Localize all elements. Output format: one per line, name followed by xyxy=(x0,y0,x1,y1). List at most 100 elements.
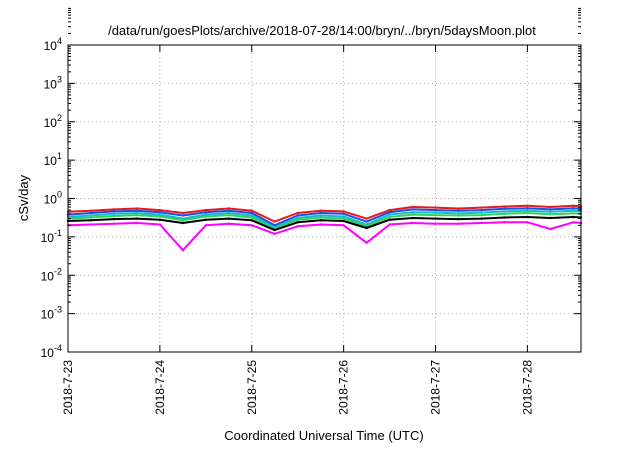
series-2-point xyxy=(135,209,139,212)
series-3-point xyxy=(411,211,414,214)
series-1-point xyxy=(319,209,322,212)
series-2-point xyxy=(365,220,368,223)
series-2-point xyxy=(158,211,162,214)
series-6-point xyxy=(480,221,483,225)
x-tick-label: 2018-7-23 xyxy=(61,360,75,415)
series-5-point xyxy=(181,221,185,225)
series-3-point xyxy=(135,211,139,215)
y-tick-base: 10 xyxy=(44,193,58,207)
series-2-point xyxy=(503,207,506,210)
series-5-point xyxy=(319,219,322,222)
series-6-point xyxy=(158,223,162,226)
series-5-point xyxy=(342,219,345,223)
series-1-point xyxy=(411,205,414,209)
series-6-point xyxy=(181,249,185,252)
series-6-point xyxy=(457,222,460,225)
series-6-point xyxy=(135,221,139,225)
series-1-point xyxy=(549,205,552,209)
series-1-point xyxy=(526,204,529,207)
series-4-point xyxy=(204,215,207,218)
series-line-3 xyxy=(67,209,582,229)
series-6-point xyxy=(89,223,93,226)
y-axis-label: cSv/day xyxy=(16,174,31,221)
series-4-point xyxy=(181,219,185,222)
series-3-point xyxy=(572,209,575,212)
series-6-point xyxy=(319,223,322,226)
series-2-point xyxy=(549,208,552,211)
series-5-point xyxy=(480,217,483,220)
series-6-point xyxy=(342,224,345,227)
series-5-point xyxy=(526,215,529,219)
series-line-6 xyxy=(67,221,582,252)
series-2-point xyxy=(480,208,483,212)
series-1-point xyxy=(342,210,345,213)
y-tick-exponent: -4 xyxy=(54,343,62,353)
series-5-point xyxy=(365,226,368,230)
y-tick-exponent: -1 xyxy=(54,228,62,238)
series-2-point xyxy=(112,210,116,213)
series-6-point xyxy=(434,222,437,225)
series-3-point xyxy=(549,210,552,213)
y-tick-base: 10 xyxy=(44,116,58,130)
series-6-point xyxy=(572,221,575,224)
series-3-point xyxy=(112,212,116,215)
series-1-point xyxy=(250,209,253,212)
series-1-point xyxy=(434,206,437,209)
series-2-point xyxy=(227,209,230,212)
y-tick-exponent: 1 xyxy=(57,151,62,161)
series-2-point xyxy=(250,211,253,215)
y-tick-label: 103 xyxy=(44,74,62,91)
series-6-point xyxy=(250,224,253,227)
series-5-point xyxy=(204,218,207,221)
series-line-2 xyxy=(67,207,582,227)
series-5-point xyxy=(388,218,391,221)
grid-layer xyxy=(68,45,581,352)
y-tick-label: 10-1 xyxy=(41,228,62,245)
series-6-point xyxy=(365,241,368,244)
series-4-point xyxy=(434,213,437,217)
series-2-point xyxy=(457,209,460,212)
y-tick-base: 10 xyxy=(44,77,58,91)
series-4-point xyxy=(480,213,483,217)
series-4-point xyxy=(342,217,345,220)
series-1-point xyxy=(135,207,139,210)
series-5-point xyxy=(89,219,93,222)
series-3-point xyxy=(342,215,345,218)
series-2-point xyxy=(319,211,322,215)
series-1-point xyxy=(204,208,207,212)
series-1-point xyxy=(572,204,575,207)
series-5-point xyxy=(158,218,162,221)
y-tick-base: 10 xyxy=(41,346,55,360)
y-tick-base: 10 xyxy=(44,39,58,53)
x-tick-label: 2018-7-27 xyxy=(429,360,443,415)
series-3-point xyxy=(227,211,230,215)
series-1-point xyxy=(181,211,185,215)
series-3-point xyxy=(480,211,483,214)
series-4-point xyxy=(158,215,162,218)
y-tick-base: 10 xyxy=(41,231,55,245)
y-tick-label: 101 xyxy=(44,151,62,168)
y-tick-label: 100 xyxy=(44,190,62,207)
series-4-point xyxy=(411,213,414,216)
series-4-point xyxy=(135,213,139,217)
series-4-point xyxy=(227,213,230,217)
series-4-point xyxy=(89,216,93,219)
chart-title: /data/run/goesPlots/archive/2018-07-28/1… xyxy=(108,23,536,38)
series-2-point xyxy=(434,208,437,212)
series-4-point xyxy=(296,218,299,221)
series-5-point xyxy=(457,217,460,221)
series-line-5 xyxy=(67,216,582,232)
series-3-point xyxy=(296,216,299,220)
series-5-point xyxy=(135,217,139,220)
series-5-point xyxy=(112,217,116,221)
series-1-point xyxy=(112,208,116,211)
series-line-1 xyxy=(67,204,582,223)
series-2-point xyxy=(342,212,345,215)
series-2-point xyxy=(89,211,93,215)
y-tick-base: 10 xyxy=(41,308,55,322)
y-tick-label: 10-2 xyxy=(41,266,62,283)
y-tick-exponent: -2 xyxy=(54,266,62,276)
